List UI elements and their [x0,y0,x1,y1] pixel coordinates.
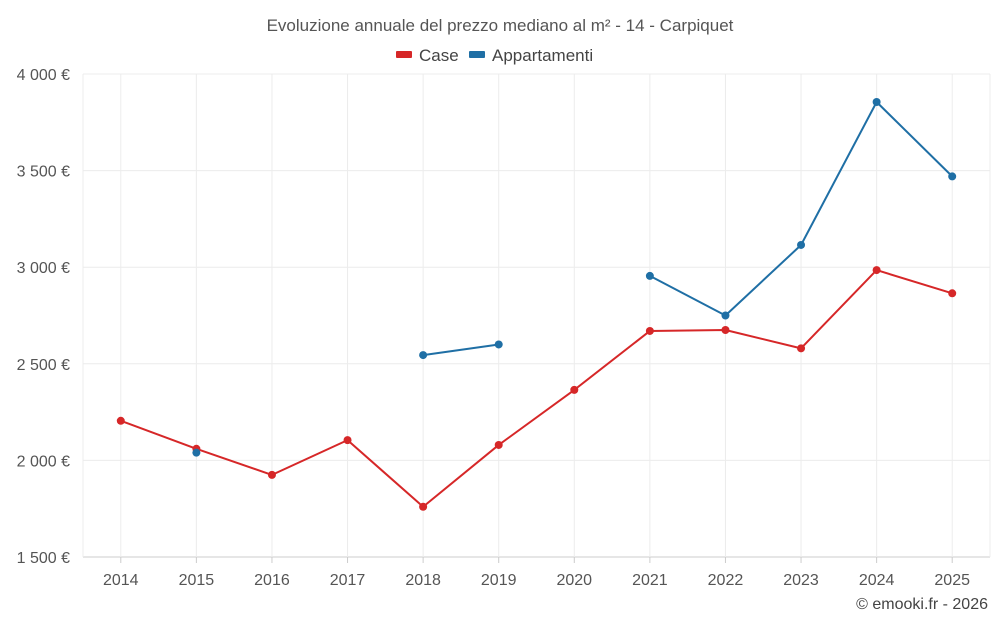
data-point-case-2019[interactable] [494,440,503,449]
data-point-case-2025[interactable] [948,289,957,298]
x-tick-label: 2021 [632,572,668,589]
data-point-case-2014[interactable] [116,416,125,425]
legend-swatch-case [396,51,412,58]
data-point-appartamenti-2021[interactable] [645,271,654,280]
data-point-appartamenti-2024[interactable] [872,98,881,107]
x-axis: 2014 2015 2016 2017 2018 2019 2020 2021 2022 2023… [103,557,970,589]
x-tick-label: 2022 [708,572,744,589]
x-tick-label: 2020 [556,572,592,589]
x-tick-label: 2023 [783,572,819,589]
x-tick-label: 2016 [254,572,290,589]
x-tick-label: 2019 [481,572,517,589]
data-point-appartamenti-2023[interactable] [797,240,806,249]
y-tick-label: 4 000 € [17,67,70,84]
x-tick-label: 2025 [934,572,970,589]
data-point-appartamenti-2025[interactable] [948,172,957,181]
legend-swatch-appartamenti [469,51,485,58]
y-tick-label: 1 500 € [17,550,70,567]
data-point-case-2024[interactable] [872,266,881,275]
legend-label-case[interactable]: Case [419,46,459,65]
y-tick-label: 2 500 € [17,357,70,374]
data-point-case-2021[interactable] [645,326,654,335]
data-point-appartamenti-2019[interactable] [494,340,503,349]
data-point-case-2023[interactable] [797,344,806,353]
y-tick-label: 3 500 € [17,164,70,181]
data-point-case-2018[interactable] [419,502,428,511]
y-tick-label: 3 000 € [17,260,70,277]
data-point-case-2022[interactable] [721,325,730,334]
y-axis: 1 500 € 2 000 € 2 500 € 3 000 € 3 500 € 4 000… [17,67,70,567]
data-point-appartamenti-2018[interactable] [419,351,428,360]
x-tick-label: 2018 [405,572,441,589]
series-case [116,266,957,511]
series-appartamenti [192,98,957,457]
data-point-case-2017[interactable] [343,436,352,445]
legend: Case Appartamenti [396,46,593,65]
data-point-appartamenti-2015[interactable] [192,448,201,457]
legend-label-appartamenti[interactable]: Appartamenti [492,46,593,65]
chart-title: Evoluzione annuale del prezzo mediano al… [267,16,734,35]
x-tick-label: 2015 [179,572,215,589]
series-line-case [120,269,953,508]
x-tick-label: 2014 [103,572,139,589]
credit-text: © emooki.fr - 2026 [856,596,988,613]
x-tick-label: 2017 [330,572,366,589]
grid [82,73,991,558]
x-tick-label: 2024 [859,572,895,589]
y-tick-label: 2 000 € [17,453,70,470]
data-point-case-2020[interactable] [570,385,579,394]
data-point-case-2016[interactable] [267,470,276,479]
series-line-appartamenti [422,343,499,357]
data-point-appartamenti-2022[interactable] [721,311,730,320]
series-layer [116,98,957,511]
